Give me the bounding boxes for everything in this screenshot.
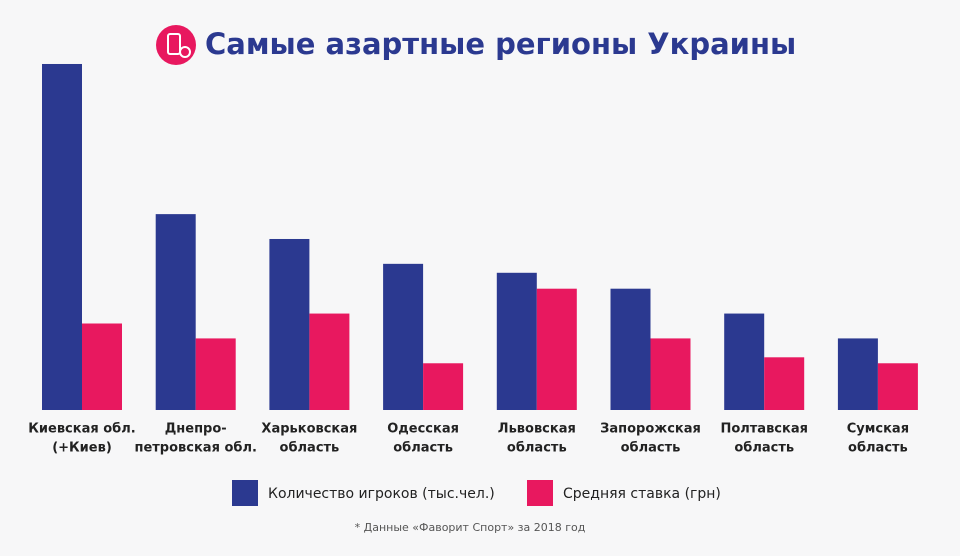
bar (42, 63, 82, 410)
bar (155, 214, 196, 410)
x-tick-label: Сумская (847, 422, 909, 437)
x-tick-label: область (734, 441, 794, 456)
bar (195, 338, 236, 410)
bar (877, 363, 918, 410)
x-tick-label: Харьковская (261, 422, 357, 437)
x-tick-label: Полтавская (720, 422, 808, 437)
bar (764, 357, 805, 410)
x-tick-label: область (280, 441, 340, 456)
legend-label: Средняя ставка (грн) (563, 486, 721, 502)
bar (724, 313, 765, 410)
bar (423, 363, 464, 410)
legend-swatch (232, 480, 258, 506)
x-tick-label: Днепро- (165, 422, 227, 437)
bar (650, 338, 691, 410)
bar (837, 338, 878, 410)
x-tick-label: Запорожская (600, 422, 701, 437)
x-tick-label: (+Киев) (52, 441, 112, 456)
x-tick-label: Львовская (498, 422, 576, 437)
bar (82, 323, 122, 410)
title-icon-gear (179, 46, 191, 58)
footnote: * Данные «Фаворит Спорт» за 2018 год (355, 521, 586, 534)
x-tick-label: область (393, 441, 453, 456)
bar (383, 263, 424, 410)
bar (536, 288, 577, 410)
bar (269, 238, 310, 410)
legend-label: Количество игроков (тыс.чел.) (268, 486, 495, 502)
x-tick-label: петровская обл. (134, 441, 256, 456)
bar (496, 272, 537, 410)
x-tick-label: область (848, 441, 908, 456)
x-tick-label: область (621, 441, 681, 456)
x-tick-label: Одесская (387, 422, 459, 437)
title-icon-phone (167, 33, 181, 55)
bar (309, 313, 350, 410)
bar (610, 288, 651, 410)
chart-title: Самые азартные регионы Украины (205, 27, 796, 61)
x-tick-label: Киевская обл. (28, 422, 135, 437)
x-tick-label: область (507, 441, 567, 456)
legend-swatch (527, 480, 553, 506)
title-icon (156, 25, 196, 65)
